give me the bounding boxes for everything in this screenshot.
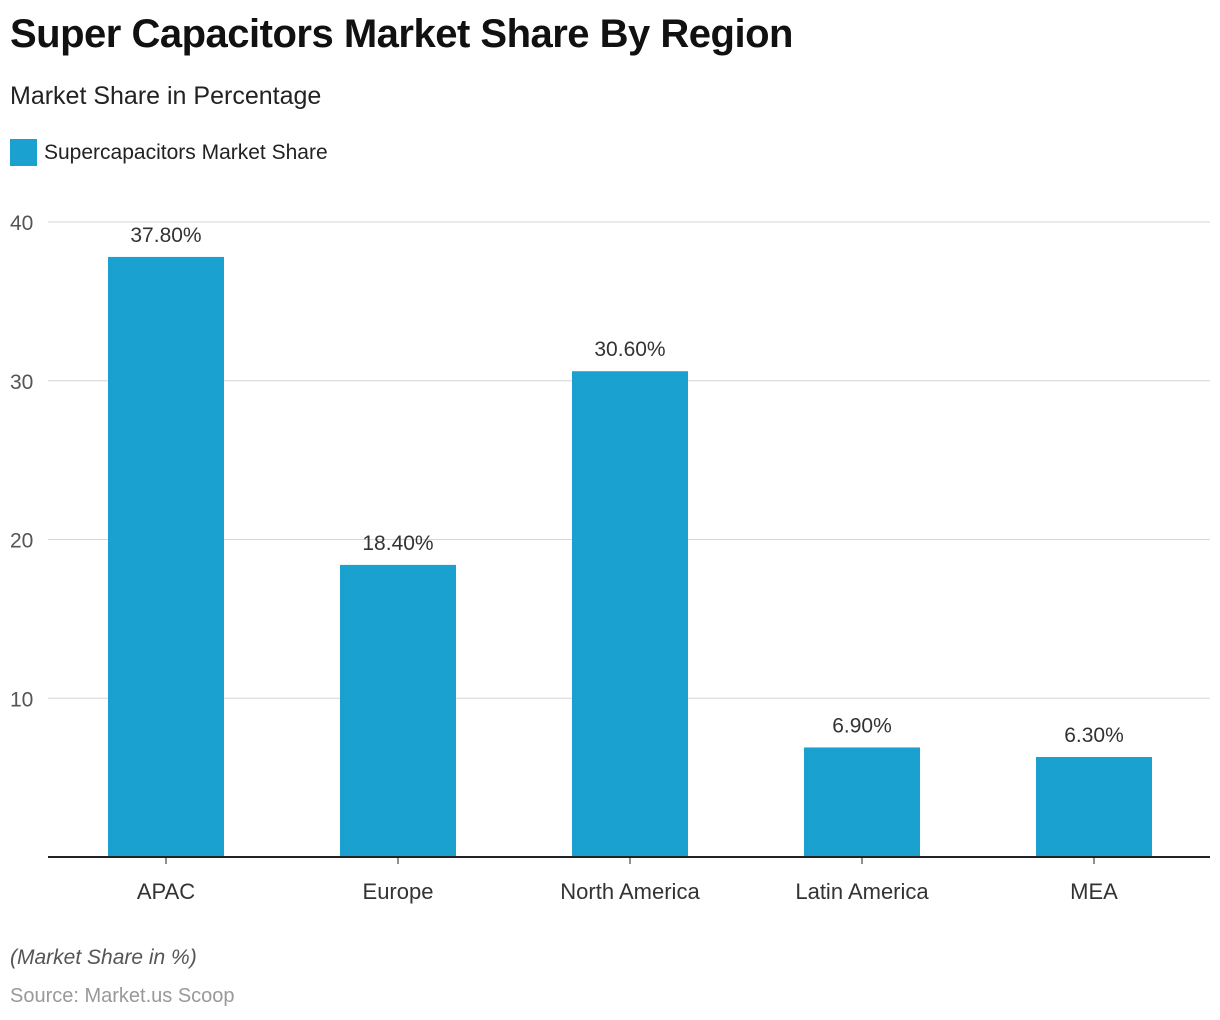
- x-tick-label: Europe: [363, 879, 434, 904]
- y-tick-label: 40: [10, 212, 33, 235]
- x-tick-label: Latin America: [795, 879, 929, 904]
- bar: [340, 564, 456, 857]
- x-tick-label: APAC: [137, 879, 195, 904]
- bar: [572, 371, 688, 857]
- y-tick-label: 20: [10, 530, 33, 553]
- chart-note: (Market Share in %): [10, 946, 197, 969]
- legend-label: Supercapacitors Market Share: [44, 140, 328, 164]
- legend: Supercapacitors Market Share: [10, 139, 328, 166]
- legend-swatch: [10, 139, 37, 166]
- x-tick-label: MEA: [1070, 879, 1118, 904]
- bar: [108, 256, 224, 857]
- chart-title: Super Capacitors Market Share By Region: [10, 12, 793, 56]
- chart-source: Source: Market.us Scoop: [10, 985, 235, 1007]
- x-tick-label: North America: [560, 879, 700, 904]
- data-label: 6.90%: [832, 714, 892, 737]
- data-label: 30.60%: [594, 338, 665, 361]
- y-tick-label: 10: [10, 688, 33, 711]
- y-tick-label: 30: [10, 371, 33, 394]
- bar: [804, 747, 920, 857]
- data-label: 37.80%: [130, 224, 201, 247]
- data-label: 6.30%: [1064, 724, 1124, 747]
- chart-subtitle: Market Share in Percentage: [10, 82, 322, 110]
- bar: [1036, 756, 1152, 857]
- data-label: 18.40%: [362, 532, 433, 555]
